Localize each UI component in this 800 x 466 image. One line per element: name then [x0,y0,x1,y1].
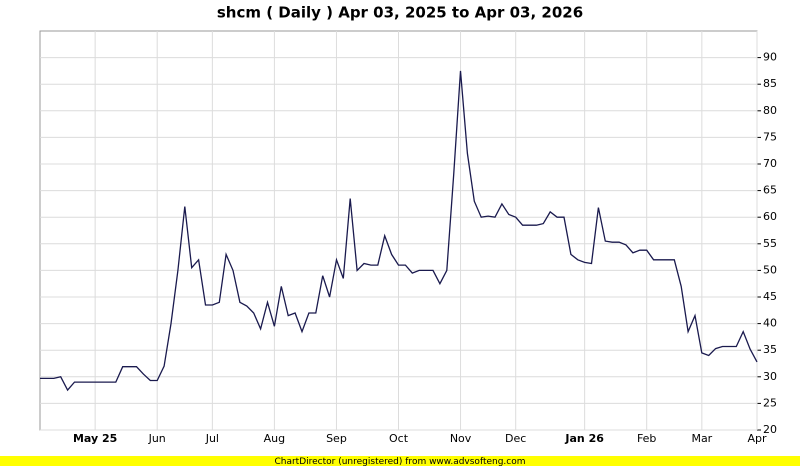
y-tick-label: 50 [763,263,777,276]
x-tick-label: Oct [389,432,409,445]
y-tick-label: 80 [763,104,777,117]
y-tick-label: 65 [763,184,777,197]
footer-band [0,456,800,466]
x-tick-label: Mar [691,432,712,445]
y-tick-label: 60 [763,210,777,223]
y-tick-label: 40 [763,317,777,330]
y-tick-label: 20 [763,423,777,436]
x-tick-label: Dec [505,432,526,445]
x-tick-label: Jun [148,432,166,445]
x-tick-label: Aug [264,432,285,445]
x-tick-label: Jan 26 [564,432,604,445]
y-tick-label: 35 [763,343,777,356]
footer: ChartDirector (unregistered) from www.ad… [274,457,525,466]
y-tick-label: 90 [763,51,777,64]
y-tick-label: 75 [763,130,777,143]
x-tick-label: Apr [747,432,767,445]
y-tick-label: 45 [763,290,777,303]
x-tick-label: Feb [637,432,656,445]
x-tick-label: Jul [205,432,219,445]
y-tick-label: 30 [763,370,777,383]
y-tick-label: 25 [763,396,777,409]
price-line [40,70,758,392]
y-tick-label: 85 [763,77,777,90]
y-tick-label: 70 [763,157,777,170]
x-tick-label: May 25 [73,432,117,445]
chart-title: shcm ( Daily ) Apr 03, 2025 to Apr 03, 2… [217,4,583,22]
x-tick-label: Nov [450,432,472,445]
y-tick-label: 55 [763,237,777,250]
x-tick-label: Sep [326,432,347,445]
